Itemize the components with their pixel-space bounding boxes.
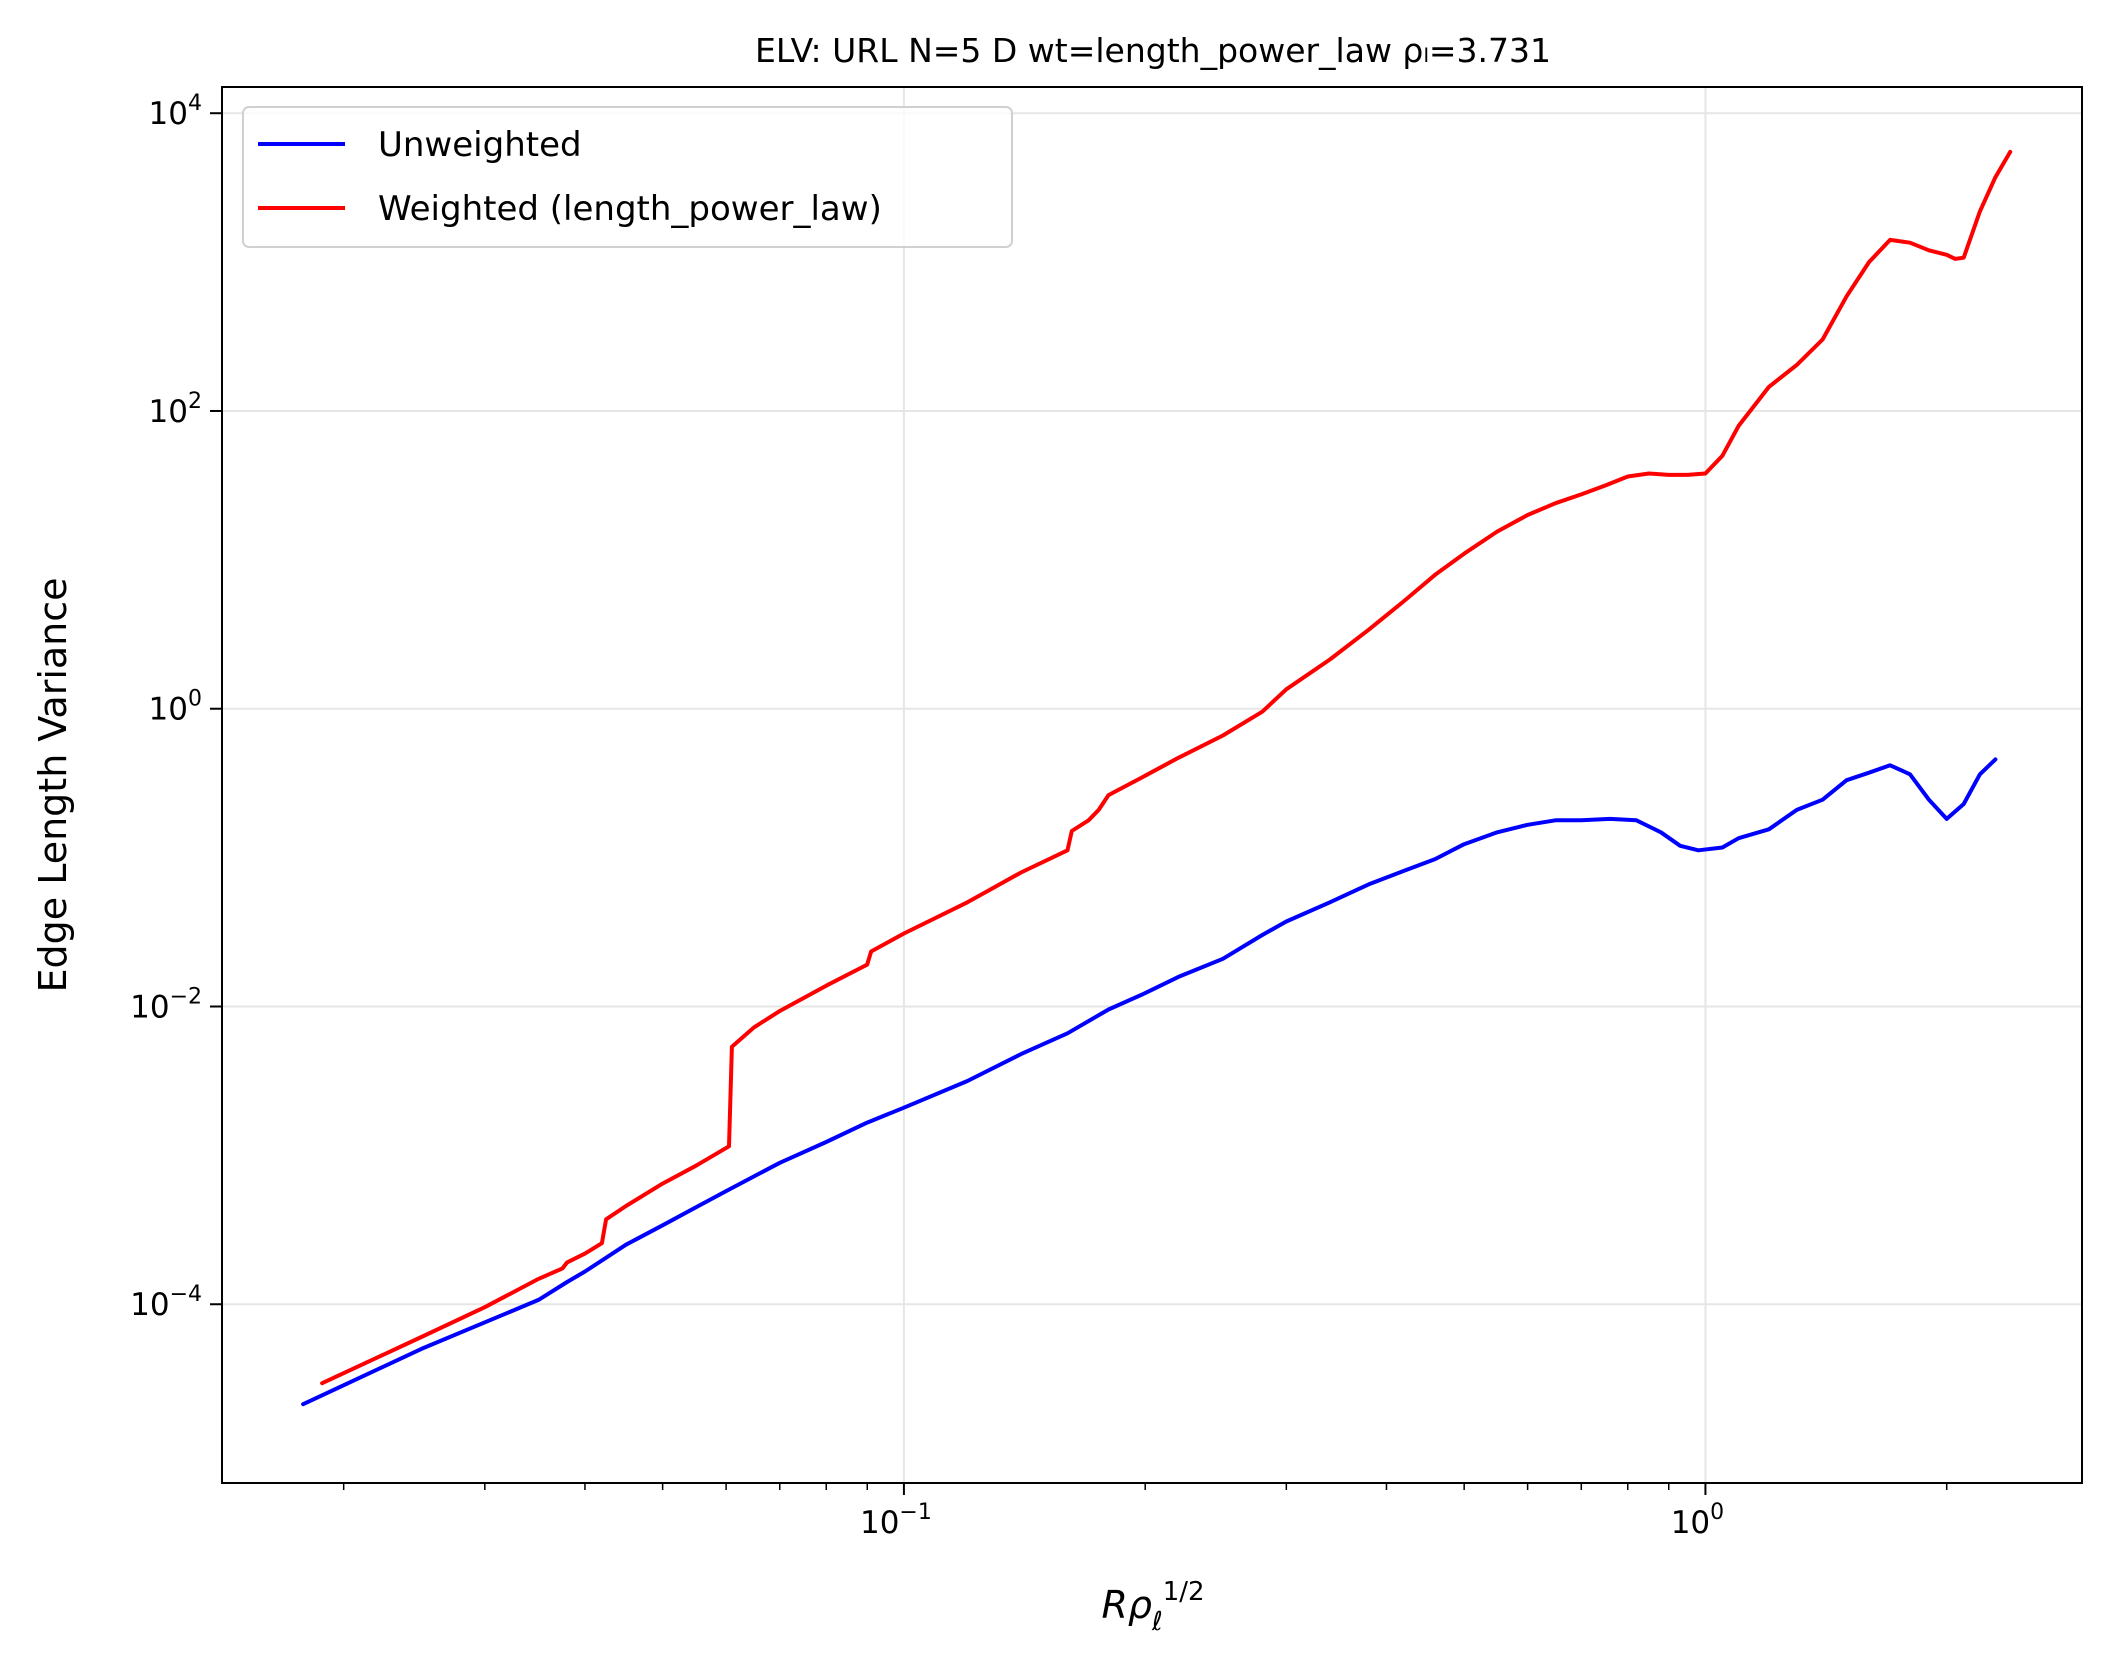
legend-box <box>242 106 1013 248</box>
x-minor-ticks <box>342 1483 1948 1490</box>
y-tick-label: 100 <box>149 687 202 728</box>
y-tick-label: 10−2 <box>130 984 202 1025</box>
legend: Unweighted Weighted (length_power_law) <box>242 106 1013 248</box>
x-axis-ticks: 10−1 100 <box>860 1483 1724 1541</box>
y-tick-label: 102 <box>149 389 202 430</box>
x-tick-label: 10−1 <box>860 1500 932 1541</box>
series-lines <box>301 149 2013 1407</box>
y-tick-label: 104 <box>149 91 202 132</box>
y-axis-ticks: 10−4 10−2 100 102 104 <box>130 91 222 1323</box>
y-axis-label: Edge Length Variance <box>31 577 75 992</box>
plot-frame <box>221 86 2083 1484</box>
series-line-weighted <box>320 149 2013 1386</box>
y-tick-label: 10−4 <box>130 1282 202 1323</box>
legend-label-unweighted: Unweighted <box>378 125 582 165</box>
legend-label-weighted: Weighted (length_power_law) <box>378 189 882 229</box>
x-tick-label: 100 <box>1671 1500 1724 1541</box>
x-axis-label: Rρℓ1/2 <box>1101 1577 1204 1637</box>
chart-title: ELV: URL N=5 D wt=length_power_law ρₗ=3.… <box>755 31 1551 70</box>
series-line-unweighted <box>301 757 1998 1407</box>
